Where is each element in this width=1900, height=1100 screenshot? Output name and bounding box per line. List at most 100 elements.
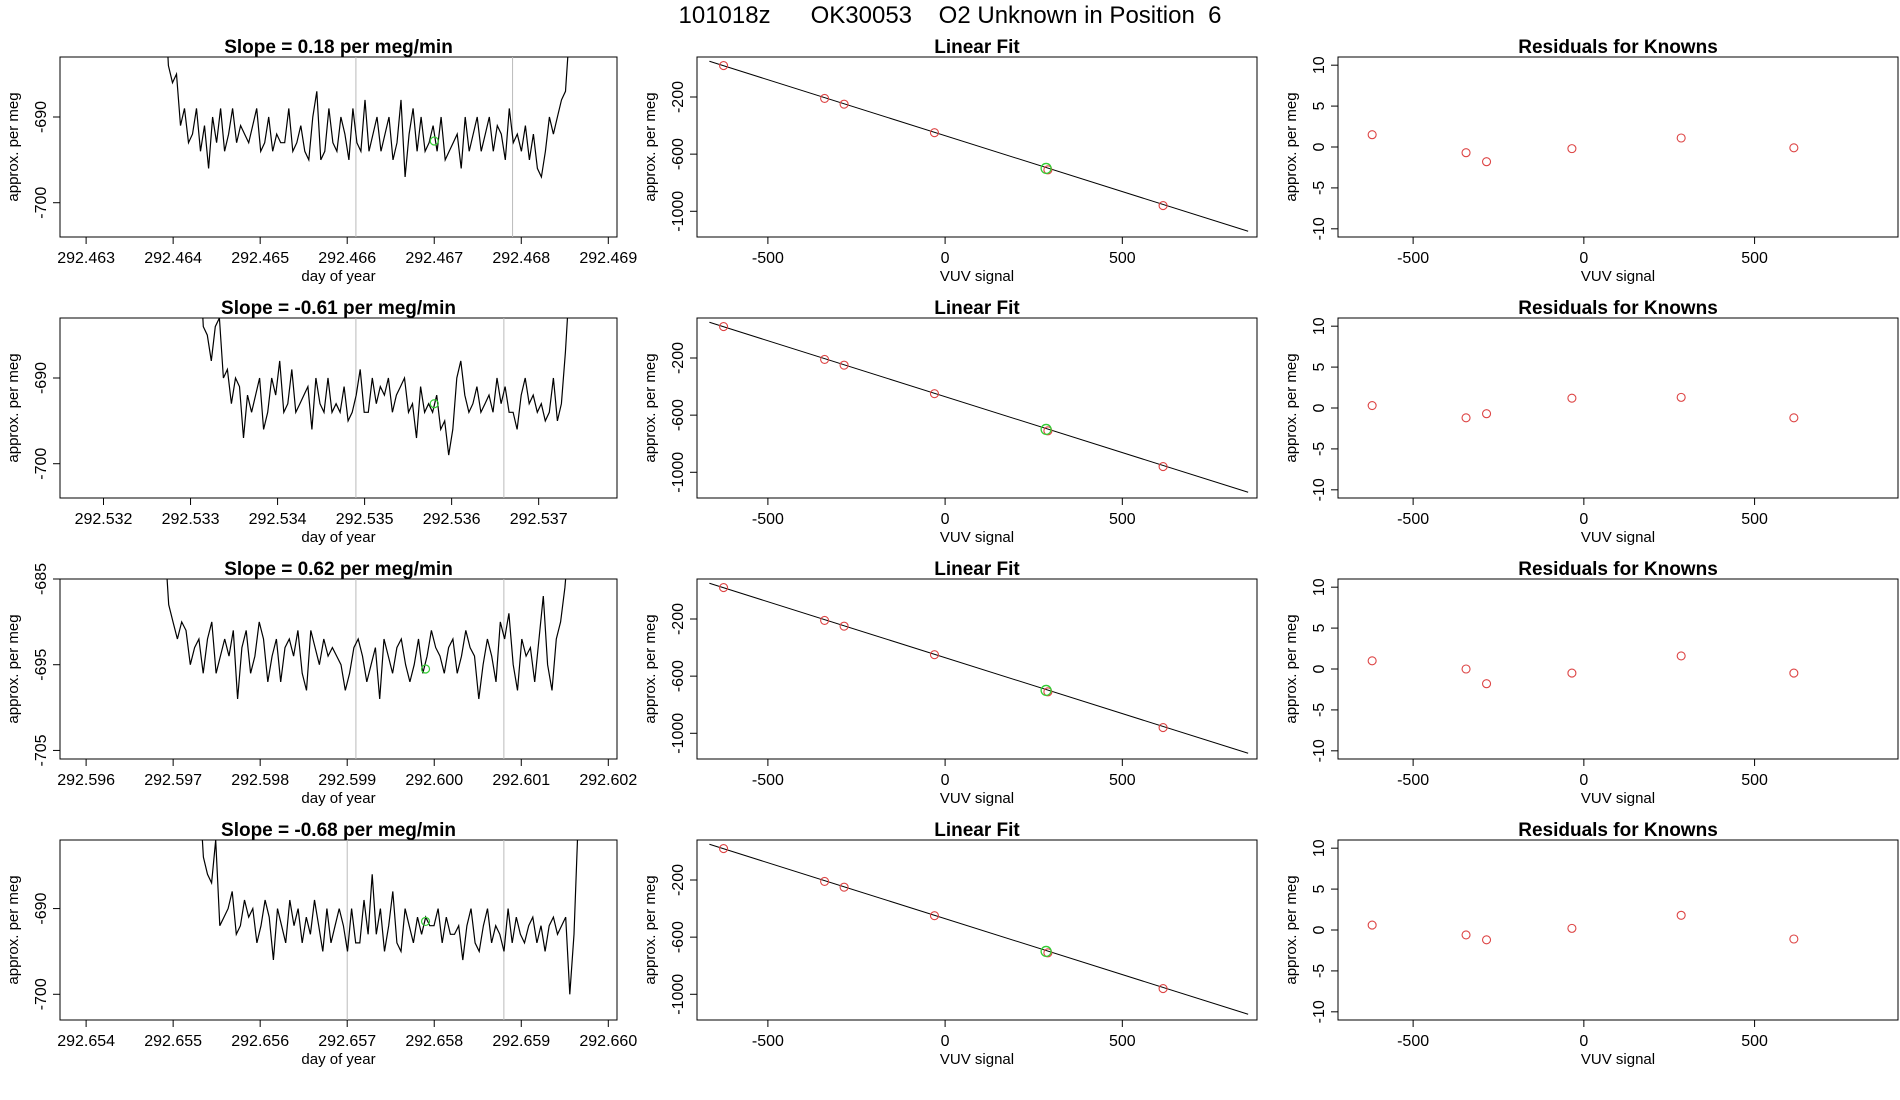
x-axis-label: day of year <box>301 790 375 807</box>
x-axis-label: VUV signal <box>1581 529 1655 546</box>
y-tick-label: 10 <box>1311 578 1328 596</box>
residual-point <box>1461 413 1471 423</box>
y-axis-label: approx. per meg <box>1283 875 1300 984</box>
known-standard-point <box>820 876 830 886</box>
y-tick-label: -700 <box>33 978 50 1010</box>
known-standard-point <box>839 99 849 109</box>
y-tick-label: -5 <box>1311 181 1328 195</box>
known-standard-point <box>1158 984 1168 994</box>
unknown-sample-point <box>1040 162 1052 175</box>
y-tick-label: -1000 <box>670 191 687 232</box>
data-series-line <box>201 840 579 995</box>
y-tick-label: -1000 <box>670 452 687 493</box>
y-axis-label: approx. per meg <box>1283 614 1300 723</box>
y-tick-label: -600 <box>670 399 687 431</box>
y-axis-label: approx. per meg <box>5 614 22 723</box>
known-standard-point <box>719 322 729 332</box>
residual-point <box>1789 934 1799 944</box>
residual-point <box>1789 413 1799 423</box>
unknown-sample-point <box>1040 423 1052 436</box>
x-tick-label: 292.532 <box>75 511 133 528</box>
x-tick-label: 292.533 <box>162 511 220 528</box>
residual-point <box>1461 664 1471 674</box>
data-series-line <box>167 57 569 180</box>
x-tick-label: 500 <box>1741 772 1768 789</box>
x-tick-label: 0 <box>941 250 950 267</box>
y-axis-label: approx. per meg <box>1283 353 1300 462</box>
x-tick-label: -500 <box>1397 250 1429 267</box>
panel-title: Linear Fit <box>934 298 1020 319</box>
x-tick-label: 292.535 <box>336 511 394 528</box>
x-tick-label: 500 <box>1109 250 1136 267</box>
x-tick-label: 292.659 <box>492 1033 550 1050</box>
x-tick-label: 292.655 <box>144 1033 202 1050</box>
y-tick-label: -5 <box>1311 964 1328 978</box>
x-axis-label: day of year <box>301 268 375 285</box>
x-tick-label: -500 <box>1397 1033 1429 1050</box>
fit-line <box>709 321 1249 493</box>
y-tick-label: 0 <box>1311 403 1328 412</box>
y-axis-label: approx. per meg <box>642 353 659 462</box>
x-tick-label: 0 <box>1579 1033 1588 1050</box>
x-tick-label: 292.596 <box>57 772 115 789</box>
x-tick-label: -500 <box>1397 772 1429 789</box>
known-standard-point <box>1158 723 1168 733</box>
panel-title: Residuals for Knowns <box>1518 37 1718 58</box>
data-series-line <box>166 579 567 700</box>
y-tick-label: -690 <box>33 362 50 394</box>
panel-title: Slope = 0.62 per meg/min <box>224 559 453 580</box>
plot-frame <box>1337 839 1899 1021</box>
plot-frame <box>59 56 618 238</box>
x-tick-label: 0 <box>941 511 950 528</box>
known-standard-point <box>1158 201 1168 211</box>
unknown-sample-point <box>420 916 431 927</box>
plot-frame <box>1337 317 1899 499</box>
residual-point <box>1567 668 1577 678</box>
x-tick-label: 500 <box>1109 772 1136 789</box>
panel-title: Residuals for Knowns <box>1518 559 1718 580</box>
panel-title: Slope = 0.18 per meg/min <box>224 37 453 58</box>
y-tick-label: 5 <box>1311 885 1328 894</box>
x-tick-label: 292.657 <box>318 1033 376 1050</box>
y-tick-label: -1000 <box>670 974 687 1015</box>
x-tick-label: 292.601 <box>492 772 550 789</box>
residual-point <box>1789 668 1799 678</box>
y-tick-label: -5 <box>1311 703 1328 717</box>
y-tick-label: 10 <box>1311 317 1328 335</box>
y-tick-label: -685 <box>33 563 50 595</box>
y-tick-label: -695 <box>33 649 50 681</box>
y-tick-label: -200 <box>670 342 687 374</box>
plot-frame <box>1337 578 1899 760</box>
y-tick-label: -690 <box>33 892 50 924</box>
known-standard-point <box>839 882 849 892</box>
x-tick-label: 292.660 <box>579 1033 637 1050</box>
panel-title: Linear Fit <box>934 37 1020 58</box>
y-tick-label: -10 <box>1311 217 1328 240</box>
fit-line <box>709 582 1249 754</box>
y-tick-label: -700 <box>33 187 50 219</box>
fit-line <box>709 60 1249 232</box>
x-axis-label: VUV signal <box>940 1051 1014 1068</box>
y-axis-label: approx. per meg <box>5 875 22 984</box>
known-standard-point <box>929 128 940 138</box>
residual-point <box>1789 143 1799 153</box>
panel-title: Linear Fit <box>934 559 1020 580</box>
x-tick-label: 292.598 <box>231 772 289 789</box>
residual-point <box>1481 935 1492 945</box>
x-tick-label: 292.654 <box>57 1033 115 1050</box>
residual-point <box>1367 920 1377 930</box>
panel-title: Residuals for Knowns <box>1518 820 1718 841</box>
x-axis-label: VUV signal <box>1581 268 1655 285</box>
y-tick-label: -200 <box>670 81 687 113</box>
x-tick-label: 292.537 <box>510 511 568 528</box>
residual-point <box>1461 930 1471 940</box>
x-tick-label: -500 <box>752 250 784 267</box>
fit-line <box>709 843 1249 1015</box>
residual-point <box>1367 130 1377 140</box>
residual-point <box>1567 923 1577 933</box>
y-tick-label: 10 <box>1311 839 1328 857</box>
x-tick-label: 292.656 <box>231 1033 289 1050</box>
x-tick-label: 292.463 <box>57 250 115 267</box>
x-tick-label: 500 <box>1741 250 1768 267</box>
